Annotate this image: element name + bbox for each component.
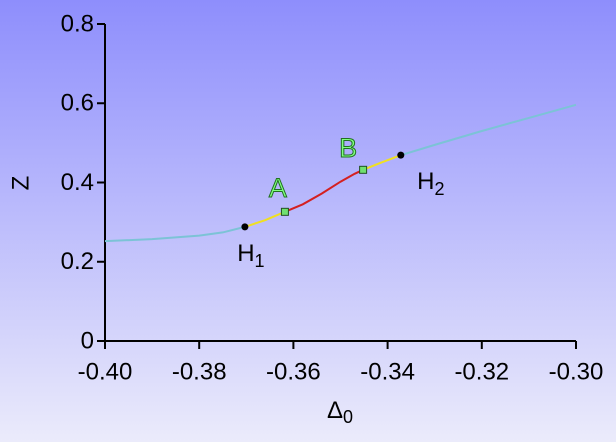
curve-segment [362,154,402,171]
y-tick-label: 0.6 [61,90,94,117]
curve-segment [400,103,577,157]
x-tick-label: -0.40 [78,358,133,385]
marker-label-main: B [339,133,357,163]
marker-label-main: H [237,240,254,267]
y-tick-label: 0.8 [61,10,94,37]
x-tick-label: -0.34 [360,358,415,385]
curve-segment [284,168,364,213]
curve-segment [104,225,246,243]
marker-label: B [339,133,357,163]
y-tick-label: 0.4 [61,169,94,196]
x-tick-label: -0.38 [172,358,227,385]
marker-point [397,151,405,159]
marker-label: H1 [237,240,264,270]
x-tick-label: -0.36 [266,358,321,385]
marker-point [359,165,368,174]
marker-label: H2 [417,169,444,199]
x-axis-label: Δ0 [327,397,353,426]
marker-label-main: A [269,173,287,203]
x-tick-label: -0.32 [454,358,509,385]
marker-label: A [269,173,287,203]
curve-segment [244,210,286,228]
y-axis-label: Z [7,176,34,191]
x-axis-label-main: Δ [327,397,343,424]
marker-point [280,207,289,216]
marker-label-sub: 2 [434,179,444,199]
x-axis-label-sub: 0 [343,407,353,427]
marker-label-sub: 1 [255,251,265,271]
marker-label-main: H [417,169,434,196]
x-tick-label: -0.30 [549,358,604,385]
marker-point [241,223,249,231]
y-tick-label: 0.2 [61,248,94,275]
y-tick-label: 0 [81,327,94,354]
